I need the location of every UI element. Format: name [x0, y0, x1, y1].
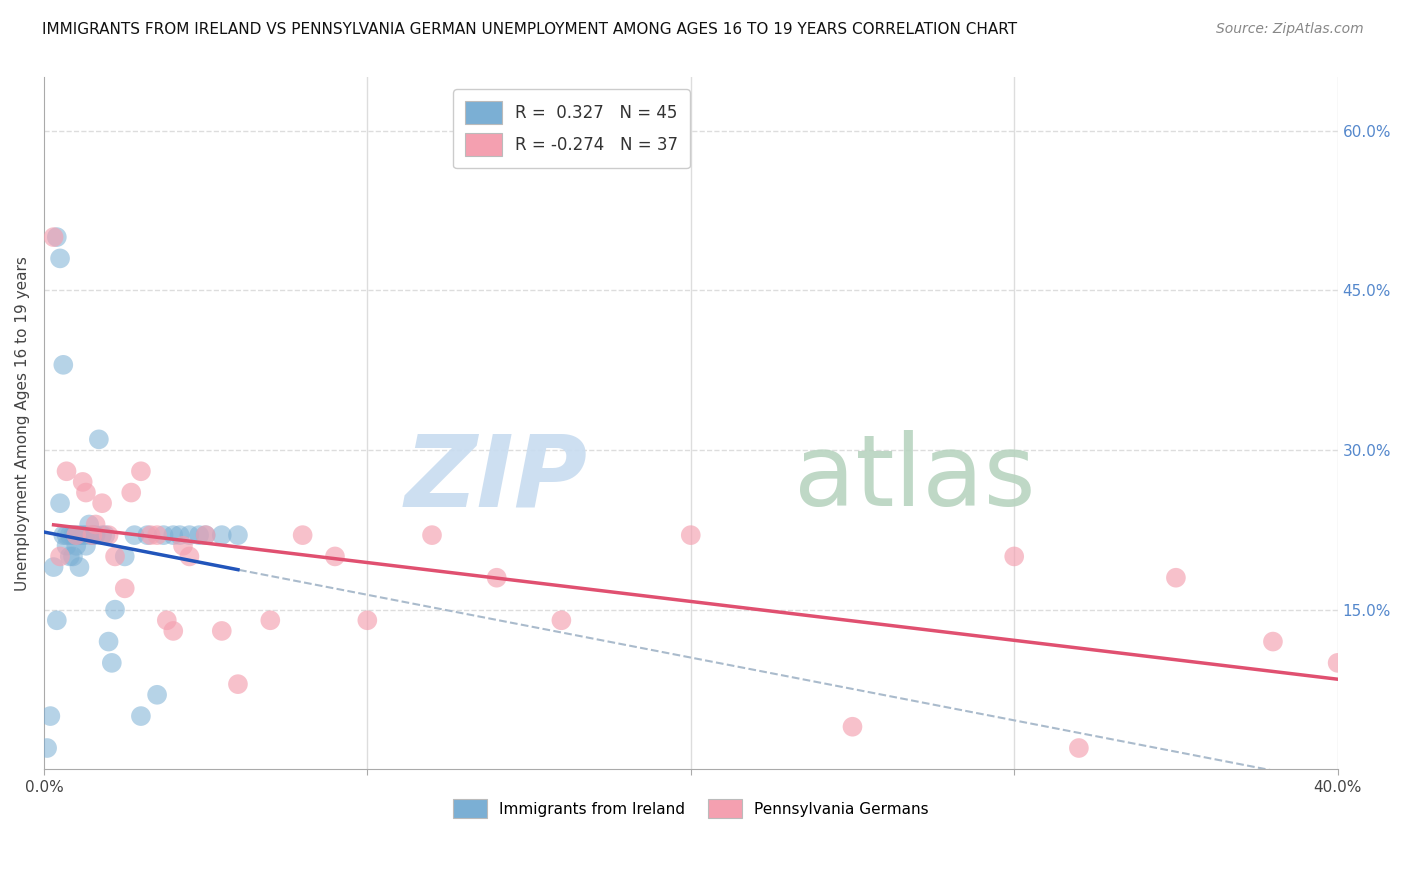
Point — [75, 528, 97, 542]
Point — [42, 560, 65, 574]
Point — [679, 528, 702, 542]
Point — [323, 549, 346, 564]
Point — [104, 549, 127, 564]
Point — [49, 252, 72, 266]
Point — [356, 613, 378, 627]
Point — [52, 528, 75, 542]
Point — [146, 688, 169, 702]
Point — [52, 358, 75, 372]
Point — [97, 528, 120, 542]
Point — [65, 528, 87, 542]
Point — [62, 528, 84, 542]
Point — [172, 539, 194, 553]
Point — [59, 549, 82, 564]
Point — [65, 539, 87, 553]
Point — [211, 624, 233, 638]
Point — [49, 496, 72, 510]
Point — [114, 549, 136, 564]
Point — [136, 528, 159, 542]
Point — [75, 539, 97, 553]
Point — [69, 528, 91, 542]
Point — [82, 528, 104, 542]
Point — [291, 528, 314, 542]
Point — [114, 582, 136, 596]
Point — [62, 549, 84, 564]
Text: ZIP: ZIP — [405, 430, 588, 527]
Point — [55, 539, 77, 553]
Point — [1067, 741, 1090, 756]
Point — [259, 613, 281, 627]
Point — [104, 602, 127, 616]
Point — [45, 613, 67, 627]
Point — [72, 528, 94, 542]
Point — [1164, 571, 1187, 585]
Point — [84, 528, 107, 542]
Point — [156, 613, 179, 627]
Point — [42, 230, 65, 244]
Point — [84, 517, 107, 532]
Point — [94, 528, 117, 542]
Point — [45, 230, 67, 244]
Point — [91, 496, 114, 510]
Point — [1261, 634, 1284, 648]
Point — [179, 549, 201, 564]
Point — [841, 720, 863, 734]
Point — [72, 475, 94, 489]
Point — [152, 528, 174, 542]
Point — [194, 528, 217, 542]
Point — [82, 528, 104, 542]
Point — [77, 517, 100, 532]
Legend: Immigrants from Ireland, Pennsylvania Germans: Immigrants from Ireland, Pennsylvania Ge… — [447, 793, 935, 824]
Point — [49, 549, 72, 564]
Point — [69, 560, 91, 574]
Point — [485, 571, 508, 585]
Point — [188, 528, 211, 542]
Point — [82, 528, 104, 542]
Point — [129, 464, 152, 478]
Point — [162, 624, 184, 638]
Text: IMMIGRANTS FROM IRELAND VS PENNSYLVANIA GERMAN UNEMPLOYMENT AMONG AGES 16 TO 19 : IMMIGRANTS FROM IRELAND VS PENNSYLVANIA … — [42, 22, 1018, 37]
Point — [87, 433, 110, 447]
Point — [226, 677, 249, 691]
Point — [39, 709, 62, 723]
Point — [550, 613, 572, 627]
Point — [194, 528, 217, 542]
Point — [226, 528, 249, 542]
Point — [91, 528, 114, 542]
Point — [101, 656, 124, 670]
Point — [211, 528, 233, 542]
Point — [75, 485, 97, 500]
Point — [139, 528, 162, 542]
Point — [146, 528, 169, 542]
Y-axis label: Unemployment Among Ages 16 to 19 years: Unemployment Among Ages 16 to 19 years — [15, 256, 30, 591]
Point — [37, 741, 59, 756]
Point — [59, 528, 82, 542]
Point — [169, 528, 191, 542]
Point — [179, 528, 201, 542]
Point — [120, 485, 142, 500]
Point — [55, 464, 77, 478]
Point — [1326, 656, 1348, 670]
Point — [55, 528, 77, 542]
Text: Source: ZipAtlas.com: Source: ZipAtlas.com — [1216, 22, 1364, 37]
Point — [65, 528, 87, 542]
Point — [97, 634, 120, 648]
Point — [129, 709, 152, 723]
Point — [420, 528, 443, 542]
Point — [162, 528, 184, 542]
Text: atlas: atlas — [794, 430, 1036, 527]
Point — [124, 528, 146, 542]
Point — [1002, 549, 1025, 564]
